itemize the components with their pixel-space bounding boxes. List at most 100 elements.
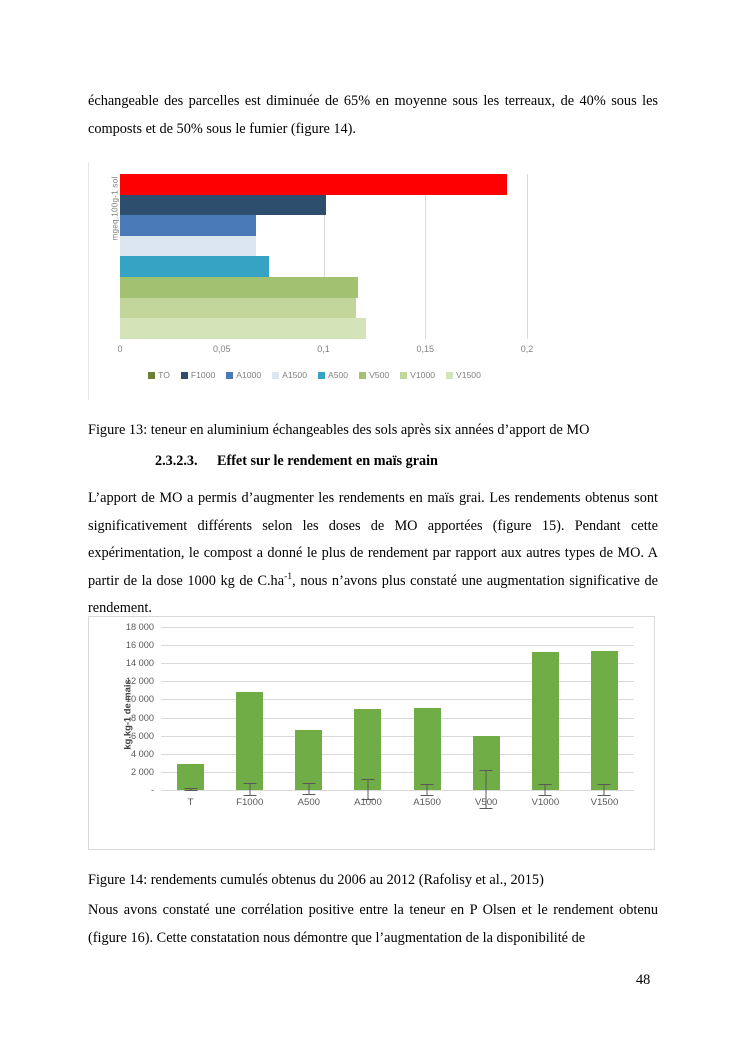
chart2-x-tick-label: V1500 <box>590 797 619 808</box>
chart1-y-axis-label: mgeq.100g-1 sol <box>110 176 120 241</box>
chart2-y-tick-label: 18 000 <box>125 622 154 632</box>
chart2-bar-slot <box>338 627 397 800</box>
chart2-y-tick-label: 4 000 <box>131 748 154 759</box>
chart2-bar-slot <box>279 627 338 795</box>
chart1-legend-item: A1000 <box>226 370 261 380</box>
chart2-gridline: 18 000 <box>126 622 634 632</box>
chart2-bar-slot <box>575 627 634 797</box>
chart1-legend-label: TO <box>158 370 170 380</box>
chart1-legend-swatch <box>318 371 325 379</box>
chart2-gridline: 16 000 <box>126 640 634 650</box>
chart2-y-tick-label: 16 000 <box>125 640 154 651</box>
chart2-error-cap-top <box>184 787 198 789</box>
section-heading: 2.3.2.3. Effet sur le rendement en maïs g… <box>155 451 660 471</box>
chart2-bar-slot <box>516 627 575 797</box>
chart1-legend-label: V1500 <box>456 370 481 380</box>
chart2-bar-slot <box>220 627 279 796</box>
chart1-legend-item: F1000 <box>180 370 216 380</box>
chart2-x-axis: T F1000 A500 A1000 A1500 V500 V1000 V1500 <box>161 797 634 808</box>
chart2-error-cap-bottom <box>361 798 375 800</box>
chart1-legend-item: V1500 <box>446 370 481 380</box>
chart1-legend-swatch <box>148 371 156 379</box>
chart2-x-tick-label: F1000 <box>236 797 264 808</box>
chart1-bar-row <box>120 276 527 298</box>
chart2-error-cap-top <box>243 782 257 784</box>
chart1-legend-label: A1500 <box>282 370 307 380</box>
paragraph-middle-part2: , nous n’avons plus constaté une augment… <box>88 572 658 617</box>
chart1-bar-f1000 <box>120 194 326 216</box>
chart2-error-bar <box>249 783 251 796</box>
chart2-gridlines: - 2 000 4 000 6 000 8 000 10 000 12 000 14 000 1… <box>126 622 634 795</box>
chart2-bars <box>161 627 634 810</box>
chart2-y-tick-label: - <box>150 785 154 795</box>
chart1-gridline <box>527 174 528 339</box>
chart2-bar-v1000 <box>531 652 559 797</box>
chart2-error-cap-top <box>538 783 552 785</box>
figure-13-caption: Figure 13: teneur en aluminium échangeab… <box>88 422 590 438</box>
chart2-error-bar <box>603 784 605 797</box>
chart2-error-cap-top <box>479 769 493 771</box>
chart2-y-tick-label: 8 000 <box>131 712 154 723</box>
chart2-bar-f1000 <box>236 692 264 796</box>
chart2-bar-a500 <box>295 729 323 795</box>
chart1-legend-swatch <box>272 371 280 379</box>
paragraph-middle-superscript: -1 <box>284 570 293 582</box>
chart2-error-cap-top <box>597 783 611 785</box>
paragraph-top: échangeable des parcelles est diminuée d… <box>88 93 658 137</box>
figure-13-chart: mgeq.100g-1 sol 0 0,05 0,1 0,15 0,2 TO F1000 A… <box>88 162 541 400</box>
chart2-bar-a1500 <box>413 707 441 797</box>
chart2-bar-a1000 <box>354 708 382 800</box>
chart1-x-tick-label: 0,1 <box>317 344 330 354</box>
chart1-plot-area <box>120 174 528 339</box>
chart1-bar-row <box>120 256 527 277</box>
chart1-x-tick-label: 0 <box>117 344 123 354</box>
chart1-bar-v1000 <box>120 297 357 319</box>
figure-14-caption: Figure 14: rendements cumulés obtenus du… <box>88 872 544 888</box>
chart2-y-tick-label: 12 000 <box>125 676 154 687</box>
chart2-y-tick-label: 10 000 <box>125 694 154 705</box>
chart2-error-cap-top <box>420 783 434 785</box>
chart2-bar-v1500 <box>590 650 618 797</box>
chart1-legend-swatch <box>226 371 234 379</box>
chart1-legend-item: TO <box>148 370 170 380</box>
chart1-bar-row <box>120 194 527 216</box>
chart2-error-bar <box>367 780 369 800</box>
chart2-bar-v500 <box>472 735 500 810</box>
chart2-error-bar <box>190 788 192 792</box>
chart1-bar-v500 <box>120 276 359 298</box>
chart1-legend-label: V1000 <box>410 370 436 380</box>
chart2-error-cap-bottom <box>479 808 493 810</box>
chart1-legend-item: V1000 <box>400 370 435 380</box>
figure-14-chart: kg.kg-1 de mais -2 000 4 000 6 000 8 000 10 … <box>88 616 655 850</box>
chart1-legend-swatch <box>446 371 454 379</box>
chart2-plot-area: - 2 000 4 000 6 000 8 000 10 000 12 000 14 000 1… <box>126 622 634 810</box>
chart2-y-tick-label: 2 000 <box>131 766 154 777</box>
chart2-error-bar <box>485 770 487 810</box>
chart1-legend-item: A1500 <box>272 370 307 380</box>
paragraph-bottom: Nous avons constaté une corrélation posi… <box>88 902 658 946</box>
chart1-bar-row <box>120 297 527 319</box>
paragraph-middle-part1: L’apport de MO a permis d’augmenter les … <box>88 490 658 589</box>
chart2-bar-slot <box>161 627 220 792</box>
chart2-gridline: - <box>151 785 634 795</box>
chart1-legend: TO F1000 A1000 A1500 A500 V500 V1000 V1500 <box>88 370 541 380</box>
chart1-x-tick-label: 0,05 <box>212 344 231 354</box>
chart1-x-tick-label: 0,15 <box>416 344 435 354</box>
chart1-bar-v1500 <box>120 318 367 339</box>
chart1-bar-a1000 <box>120 215 257 236</box>
chart1-legend-swatch <box>180 371 188 379</box>
chart1-bar-row <box>120 318 527 339</box>
chart1-bar-to <box>120 174 507 195</box>
chart1-legend-item: A500 <box>318 370 348 380</box>
chart2-error-bar <box>544 784 546 797</box>
chart2-gridline: 10 000 <box>126 694 634 704</box>
chart1-bar-row <box>120 174 527 195</box>
chart2-error-cap-bottom <box>243 794 257 796</box>
chart2-error-bar <box>308 783 310 795</box>
chart1-legend-label: F1000 <box>190 370 216 380</box>
chart2-error-cap-bottom <box>538 795 552 797</box>
chart2-x-tick-label: A1000 <box>354 797 382 808</box>
chart2-error-cap-bottom <box>420 795 434 797</box>
section-heading-title: Effet sur le rendement en maïs grain <box>217 453 438 469</box>
